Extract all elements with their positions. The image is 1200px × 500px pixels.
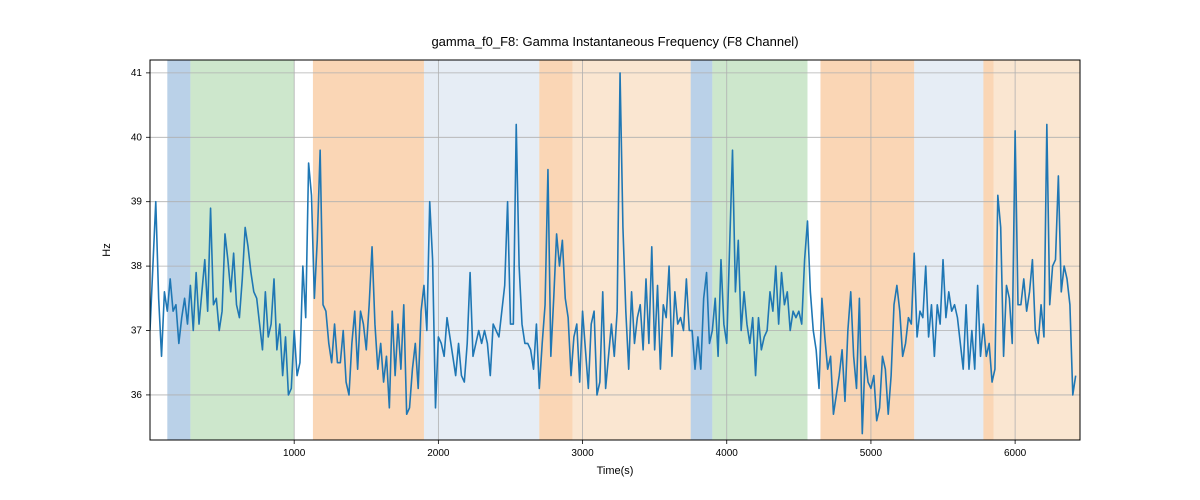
x-axis-label: Time(s): [597, 465, 634, 477]
region: [914, 60, 983, 440]
region: [691, 60, 713, 440]
xtick-label: 5000: [860, 448, 883, 459]
region: [820, 60, 914, 440]
ytick-label: 37: [131, 326, 143, 337]
ytick-label: 41: [131, 68, 143, 79]
region: [424, 60, 539, 440]
region: [983, 60, 993, 440]
region: [167, 60, 190, 440]
xtick-label: 1000: [283, 448, 306, 459]
ytick-label: 36: [131, 390, 143, 401]
chart-title: gamma_f0_F8: Gamma Instantaneous Frequen…: [431, 34, 798, 49]
xtick-label: 2000: [427, 448, 450, 459]
region: [572, 60, 690, 440]
region: [190, 60, 294, 440]
region: [993, 60, 1080, 440]
chart-container: 1000 2000 3000 4000 5000 6000 36 37 38 39 40 41 Time…: [0, 0, 1200, 500]
xtick-label: 3000: [571, 448, 594, 459]
ytick-label: 38: [131, 261, 143, 272]
xtick-label: 6000: [1004, 448, 1027, 459]
y-axis-label: Hz: [101, 243, 113, 256]
ytick-label: 40: [131, 132, 143, 143]
ytick-label: 39: [131, 197, 143, 208]
region: [313, 60, 424, 440]
chart-svg: 1000 2000 3000 4000 5000 6000 36 37 38 39 40 41 Time…: [0, 0, 1200, 500]
xtick-label: 4000: [716, 448, 739, 459]
